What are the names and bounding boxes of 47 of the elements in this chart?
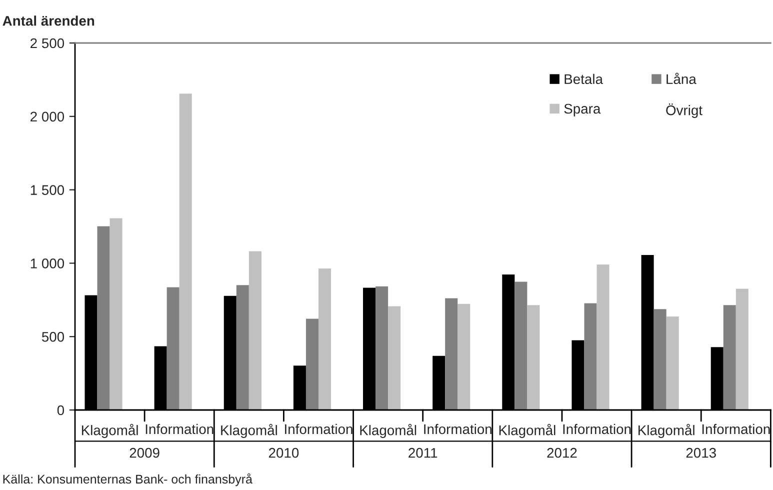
bar [388,306,401,410]
text: 2011 [408,448,438,458]
y-tick-label: 2 500 [30,38,64,48]
legend-label: Betala [564,74,603,84]
bar [110,218,122,410]
bar [97,226,110,410]
text: Övrigt [666,103,702,118]
bar [376,286,388,410]
text: Källa: Konsumenternas Bank- och finansbyrå [3,473,252,486]
x-tick-label: Klagomål [360,424,416,438]
y-tick-label: 2 000 [30,112,64,122]
legend-label: Låna [666,72,696,84]
bar [236,285,249,410]
x-tick-label: Information [702,424,770,434]
bar [584,303,597,410]
x-tick-label: Information [285,424,352,434]
bar [723,305,736,410]
bar [736,288,748,410]
text: 2013 [686,448,716,458]
bar [445,298,458,410]
x-tick-label: Information [424,424,492,434]
bar [318,268,332,410]
bar [596,264,610,410]
bar [514,282,528,410]
x-tick-label: Klagomål [499,424,556,438]
y-tick-label: 1 000 [30,258,64,268]
bar [306,318,318,410]
x-tick-label: Klagomål [638,424,694,438]
text: 2012 [547,448,577,458]
x-tick-label: Klagomål [82,424,138,438]
x-tick-label: Information [146,424,214,434]
bar [248,251,262,410]
y-tick-label: 1 500 [30,185,64,195]
y-axis-title: Antal ärenden [2,16,94,26]
text: 2009 [130,448,160,458]
bar [166,287,180,410]
y-tick-label: 0 [57,405,64,416]
text: 2010 [268,448,299,458]
bar [458,304,470,410]
legend-label: Spara [564,104,601,116]
bar [666,316,679,410]
bar [527,305,540,410]
bar [179,94,192,410]
x-tick-label: Klagomål [221,424,277,438]
x-tick-label: Information [563,424,631,434]
y-tick-label: 500 [42,332,64,342]
bar [654,309,666,410]
